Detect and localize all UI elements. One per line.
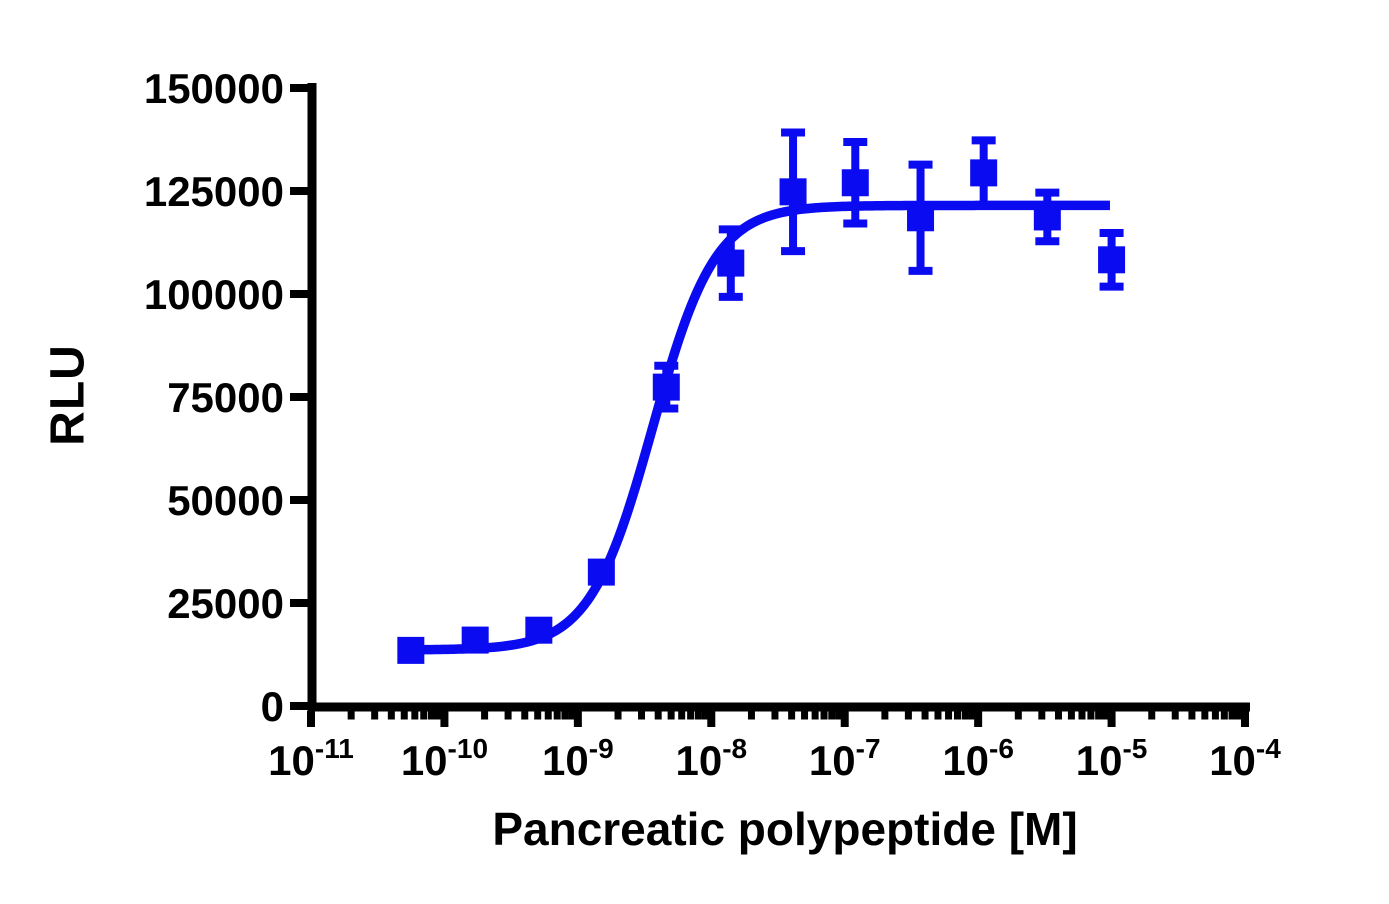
data-point-marker: [970, 159, 998, 187]
data-point-marker: [841, 169, 869, 197]
y-tick-label: 125000: [144, 168, 284, 215]
x-tick-label: 10-8: [675, 733, 747, 784]
data-point-marker: [717, 249, 745, 277]
data-point-marker: [397, 636, 425, 664]
x-tick-label: 10-6: [942, 733, 1014, 784]
x-tick-label: 10-5: [1076, 733, 1148, 784]
y-axis-title: RLU: [41, 344, 95, 446]
data-point-marker: [525, 616, 553, 644]
x-tick-label: 10-7: [809, 733, 881, 784]
x-tick-label: 10-9: [542, 733, 614, 784]
data-point-marker: [1033, 203, 1061, 231]
data-point-marker: [779, 178, 807, 206]
data-point-marker: [907, 204, 935, 232]
data-point-marker: [587, 558, 615, 586]
fit-curve: [408, 200, 1113, 655]
x-tick-label: 10-11: [268, 733, 354, 784]
y-tick-label: 50000: [167, 477, 284, 524]
x-axis-title: Pancreatic polypeptide [M]: [492, 803, 1078, 855]
x-tick-label: 10-4: [1209, 733, 1281, 784]
data-point-marker: [652, 373, 680, 401]
x-tick-label: 10-10: [401, 733, 488, 784]
data-point-marker: [461, 626, 489, 654]
y-tick-label: 0: [261, 683, 284, 730]
data-point-marker: [1098, 246, 1126, 274]
y-tick-label: 150000: [144, 65, 284, 112]
y-tick-label: 25000: [167, 580, 284, 627]
y-tick-label: 100000: [144, 271, 284, 318]
y-tick-label: 75000: [167, 374, 284, 421]
